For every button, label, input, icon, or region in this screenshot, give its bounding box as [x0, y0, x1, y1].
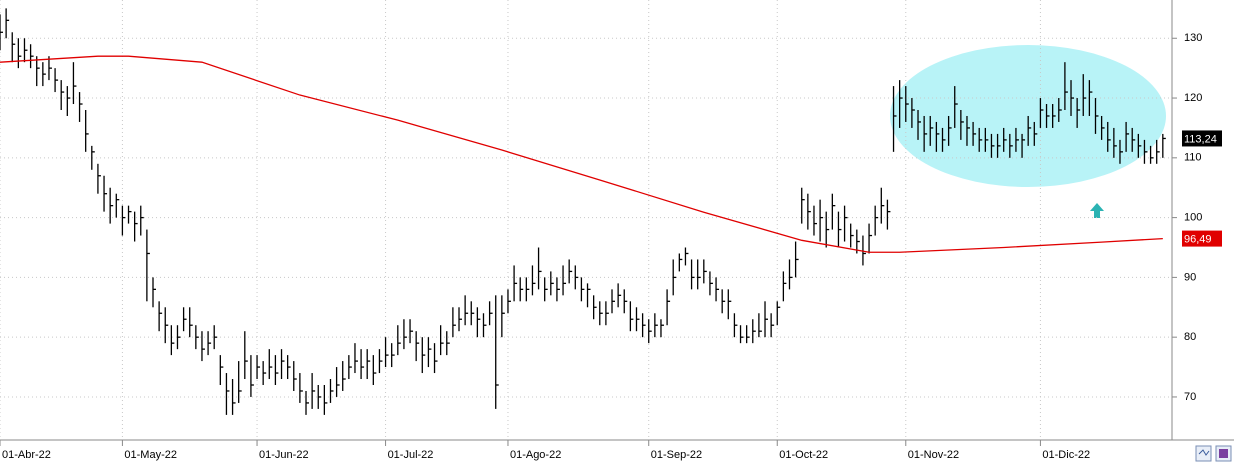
x-tick-label: 01-Ago-22 [510, 449, 561, 461]
x-tick-label: 01-Jun-22 [259, 449, 309, 461]
moving-average [0, 55, 1163, 253]
x-tick-label: 01-Nov-22 [908, 449, 959, 461]
save-icon [1219, 449, 1228, 458]
x-tick-label: 01-Jul-22 [388, 449, 434, 461]
x-tick-label: 01-Sep-22 [651, 449, 702, 461]
x-tick-label: 01-May-22 [124, 449, 177, 461]
last-value-label: 113,24 [1184, 133, 1217, 145]
y-tick-label: 110 [1184, 152, 1202, 164]
axis-panel-cover [1173, 0, 1234, 1]
arrow-up [1090, 203, 1104, 218]
x-tick-label: 01-Abr-22 [2, 449, 51, 461]
zoom-button[interactable] [1195, 445, 1212, 462]
y-tick-label: 90 [1184, 271, 1196, 283]
zoom-icon [1198, 449, 1210, 456]
y-tick-label: 80 [1184, 331, 1196, 343]
last-value-box [1182, 230, 1222, 247]
x-tick-label: 01-Dic-22 [1042, 449, 1090, 461]
y-tick-label: 120 [1184, 92, 1202, 104]
x-tick-label: 01-Oct-22 [779, 449, 828, 461]
last-value-box [1182, 130, 1222, 147]
y-tick-label: 130 [1184, 32, 1202, 44]
last-value-label: 96,49 [1184, 233, 1212, 245]
y-tick-label: 70 [1184, 391, 1196, 403]
y-tick-label: 100 [1184, 212, 1202, 224]
